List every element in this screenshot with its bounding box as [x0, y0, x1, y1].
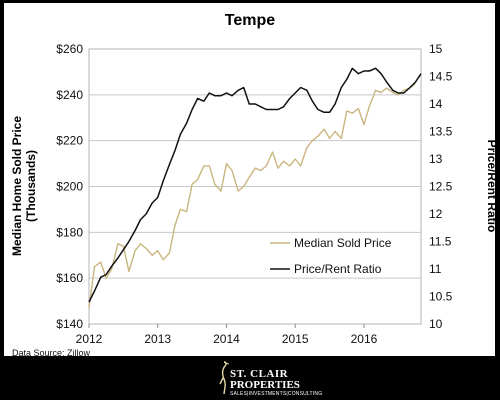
y-left-tick-label: $260	[56, 42, 83, 56]
heron-icon	[219, 361, 230, 395]
series-line-median-sold-price	[88, 82, 416, 309]
y-left-axis-label-line1: Median Home Sold Price	[10, 116, 24, 256]
y-left-axis-label-line2: (Thousands)	[24, 150, 38, 222]
y-left-axis-ticks: $140 $160 $180 $200 $220 $240 $260	[56, 42, 83, 331]
logo-text-line3: SALES|INVESTMENTS|CONSULTING	[230, 391, 323, 397]
y-left-tick-label: $180	[56, 225, 83, 239]
y-left-tick-label: $140	[56, 317, 83, 331]
y-right-axis-ticks: 10 10.5 11 11.5 12 12.5 13 13.5 14 14.5 15	[429, 42, 453, 331]
legend-label-median-sold-price: Median Sold Price	[294, 236, 392, 250]
y-right-tick-label: 10.5	[429, 290, 453, 304]
series-lines	[88, 67, 422, 309]
chart-card: 2012 2013 2014 2015 2016 $140 $160 $180 $200 $22…	[4, 3, 495, 358]
y-left-tick-label: $240	[56, 88, 83, 102]
y-right-tick-label: 14	[429, 97, 443, 111]
logo-text-line2: PROPERTIES	[230, 379, 300, 391]
y-left-tick-label: $160	[56, 271, 83, 285]
y-right-axis-label: Price/Rent Ratio	[485, 140, 495, 233]
y-left-tick-label: $200	[56, 180, 83, 194]
y-right-tick-label: 10	[429, 317, 443, 331]
logo-text-line1: ST. CLAIR	[230, 368, 289, 380]
legend: Median Sold Price Price/Rent Ratio	[270, 236, 392, 276]
x-tick-label: 2015	[282, 332, 309, 346]
y-right-tick-label: 11.5	[429, 235, 452, 249]
company-logo: ST. CLAIR PROPERTIES SALES|INVESTMENTS|C…	[200, 358, 322, 400]
legend-label-price-rent-ratio: Price/Rent Ratio	[294, 262, 382, 276]
chart: 2012 2013 2014 2015 2016 $140 $160 $180 $200 $22…	[10, 12, 495, 346]
plot-area-border	[88, 48, 422, 325]
x-tick-label: 2016	[351, 332, 378, 346]
y-right-tick-label: 11	[429, 262, 442, 276]
x-axis-ticks: 2012 2013 2014 2015 2016	[76, 324, 378, 346]
x-tick-label: 2014	[213, 332, 240, 346]
y-right-tick-label: 13	[429, 152, 443, 166]
gridlines	[89, 48, 421, 325]
y-right-tick-label: 12	[429, 207, 443, 221]
y-right-tick-label: 13.5	[429, 125, 453, 139]
data-source-note: Data Source: Zillow	[12, 348, 91, 358]
x-tick-label: 2013	[144, 332, 171, 346]
y-right-tick-label: 12.5	[429, 180, 453, 194]
y-right-tick-label: 14.5	[429, 70, 453, 84]
y-right-tick-label: 15	[429, 42, 443, 56]
chart-title: Tempe	[225, 12, 275, 29]
series-line-price-rent-ratio	[88, 67, 422, 303]
x-tick-label: 2012	[76, 332, 103, 346]
y-left-tick-label: $220	[56, 134, 83, 148]
